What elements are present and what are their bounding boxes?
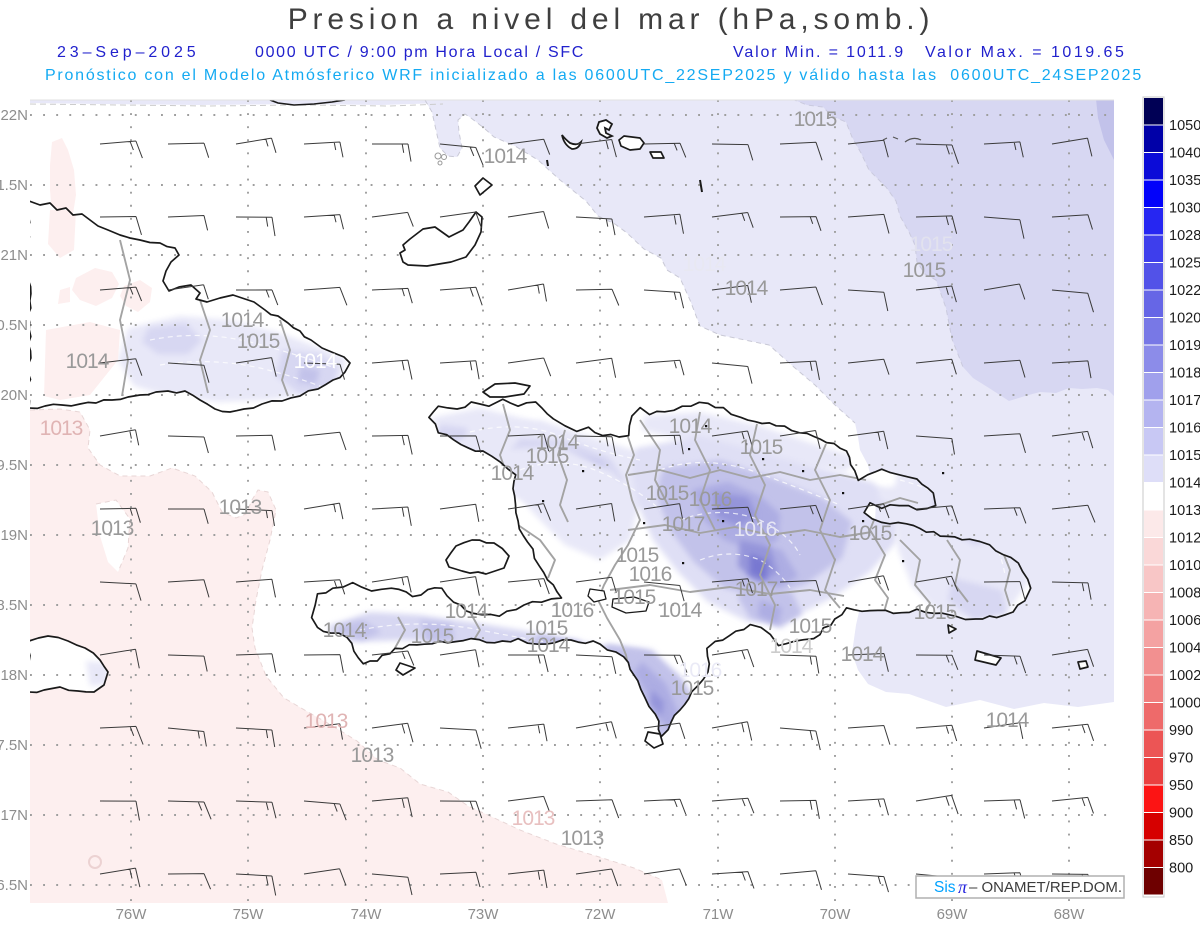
svg-text:6.5N: 6.5N xyxy=(0,877,28,894)
svg-text:1050: 1050 xyxy=(1169,118,1200,134)
svg-text:21N: 21N xyxy=(0,247,28,264)
svg-text:1013: 1013 xyxy=(512,807,555,830)
svg-text:900: 900 xyxy=(1169,806,1193,822)
svg-text:1030: 1030 xyxy=(1169,201,1200,217)
svg-text:1022: 1022 xyxy=(1169,283,1200,299)
svg-text:1014: 1014 xyxy=(841,643,885,666)
svg-text:18N: 18N xyxy=(0,667,28,684)
svg-text:71W: 71W xyxy=(703,906,735,923)
svg-text:73W: 73W xyxy=(468,906,500,923)
svg-text:1016: 1016 xyxy=(1169,421,1200,437)
svg-text:76W: 76W xyxy=(116,906,148,923)
svg-text:1014: 1014 xyxy=(323,619,367,642)
svg-text:1015: 1015 xyxy=(646,482,689,505)
svg-text:1014: 1014 xyxy=(725,277,769,300)
svg-text:1017: 1017 xyxy=(735,578,778,601)
svg-text:1008: 1008 xyxy=(1169,586,1200,602)
svg-text:1012: 1012 xyxy=(1169,531,1200,547)
svg-text:1014: 1014 xyxy=(659,599,703,622)
svg-text:1014: 1014 xyxy=(1169,476,1200,492)
svg-text:1013: 1013 xyxy=(91,517,134,540)
svg-text:1015: 1015 xyxy=(740,436,783,459)
svg-text:1016: 1016 xyxy=(629,563,672,586)
svg-text:1018: 1018 xyxy=(1169,366,1200,382)
svg-text:1013: 1013 xyxy=(351,744,394,767)
svg-text:1013: 1013 xyxy=(305,710,348,733)
svg-text:1014: 1014 xyxy=(445,600,489,623)
svg-text:1015: 1015 xyxy=(794,108,837,131)
svg-text:75W: 75W xyxy=(233,906,265,923)
svg-text:1013: 1013 xyxy=(561,827,604,850)
svg-text:1013: 1013 xyxy=(219,496,262,519)
svg-text:1014: 1014 xyxy=(669,415,713,438)
svg-text:1014: 1014 xyxy=(491,462,535,485)
svg-text:9.5N: 9.5N xyxy=(0,457,28,474)
svg-text:1004: 1004 xyxy=(1169,641,1200,657)
svg-text:1010: 1010 xyxy=(1169,558,1200,574)
svg-text:970: 970 xyxy=(1169,751,1193,767)
svg-text:1016: 1016 xyxy=(551,599,594,622)
svg-text:1013: 1013 xyxy=(1169,503,1200,519)
svg-text:1016: 1016 xyxy=(679,659,722,682)
svg-text:1014: 1014 xyxy=(66,350,110,373)
svg-text:17N: 17N xyxy=(0,807,28,824)
svg-text:1019: 1019 xyxy=(1169,338,1200,354)
svg-text:1017: 1017 xyxy=(662,513,705,536)
svg-text:1016: 1016 xyxy=(689,488,732,511)
svg-text:1015: 1015 xyxy=(789,615,832,638)
svg-text:1035: 1035 xyxy=(1169,173,1200,189)
svg-text:1015: 1015 xyxy=(613,586,656,609)
svg-text:1015: 1015 xyxy=(910,233,953,256)
svg-text:8.5N: 8.5N xyxy=(0,597,28,614)
svg-text:1006: 1006 xyxy=(1169,613,1200,629)
svg-text:72W: 72W xyxy=(585,906,617,923)
svg-text:1015: 1015 xyxy=(526,445,569,468)
svg-text:19N: 19N xyxy=(0,527,28,544)
svg-text:1015: 1015 xyxy=(616,544,659,567)
svg-text:1000: 1000 xyxy=(1169,696,1200,712)
svg-text:1016: 1016 xyxy=(734,518,777,541)
svg-text:1015: 1015 xyxy=(903,259,946,282)
svg-text:1014: 1014 xyxy=(536,431,580,454)
svg-text:1.5N: 1.5N xyxy=(0,177,28,194)
svg-text:1014: 1014 xyxy=(294,350,338,373)
svg-text:1013: 1013 xyxy=(40,417,83,440)
svg-text:1017: 1017 xyxy=(1169,393,1200,409)
svg-text:950: 950 xyxy=(1169,778,1193,794)
svg-text:1015: 1015 xyxy=(237,330,280,353)
svg-text:850: 850 xyxy=(1169,833,1193,849)
svg-text:800: 800 xyxy=(1169,861,1193,877)
svg-text:69W: 69W xyxy=(937,906,969,923)
svg-text:1014: 1014 xyxy=(986,709,1030,732)
svg-text:– ONAMET/REP.DOM.: – ONAMET/REP.DOM. xyxy=(969,879,1122,896)
svg-text:68W: 68W xyxy=(1054,906,1086,923)
svg-text:1028: 1028 xyxy=(1169,228,1200,244)
svg-text:990: 990 xyxy=(1169,723,1193,739)
svg-text:1014: 1014 xyxy=(221,309,265,332)
svg-text:1025: 1025 xyxy=(1169,256,1200,272)
svg-text:1015: 1015 xyxy=(914,601,957,624)
svg-text:1015: 1015 xyxy=(525,617,568,640)
svg-text:1014: 1014 xyxy=(683,253,727,276)
svg-text:1015: 1015 xyxy=(671,677,714,700)
svg-text:1015: 1015 xyxy=(1169,448,1200,464)
svg-text:1015: 1015 xyxy=(849,522,892,545)
svg-text:20N: 20N xyxy=(0,387,28,404)
svg-text:1040: 1040 xyxy=(1169,146,1200,162)
svg-text:1014: 1014 xyxy=(527,634,571,657)
svg-text:Sis: Sis xyxy=(934,879,956,896)
svg-text:0.5N: 0.5N xyxy=(0,317,28,334)
svg-text:22N: 22N xyxy=(0,107,28,124)
svg-text:7.5N: 7.5N xyxy=(0,737,28,754)
svg-text:π: π xyxy=(958,877,968,897)
svg-text:74W: 74W xyxy=(351,906,383,923)
svg-text:1002: 1002 xyxy=(1169,668,1200,684)
svg-text:1020: 1020 xyxy=(1169,311,1200,327)
svg-text:70W: 70W xyxy=(820,906,852,923)
svg-text:1014: 1014 xyxy=(770,635,814,658)
svg-text:1014: 1014 xyxy=(484,145,528,168)
svg-text:1015: 1015 xyxy=(411,625,454,648)
